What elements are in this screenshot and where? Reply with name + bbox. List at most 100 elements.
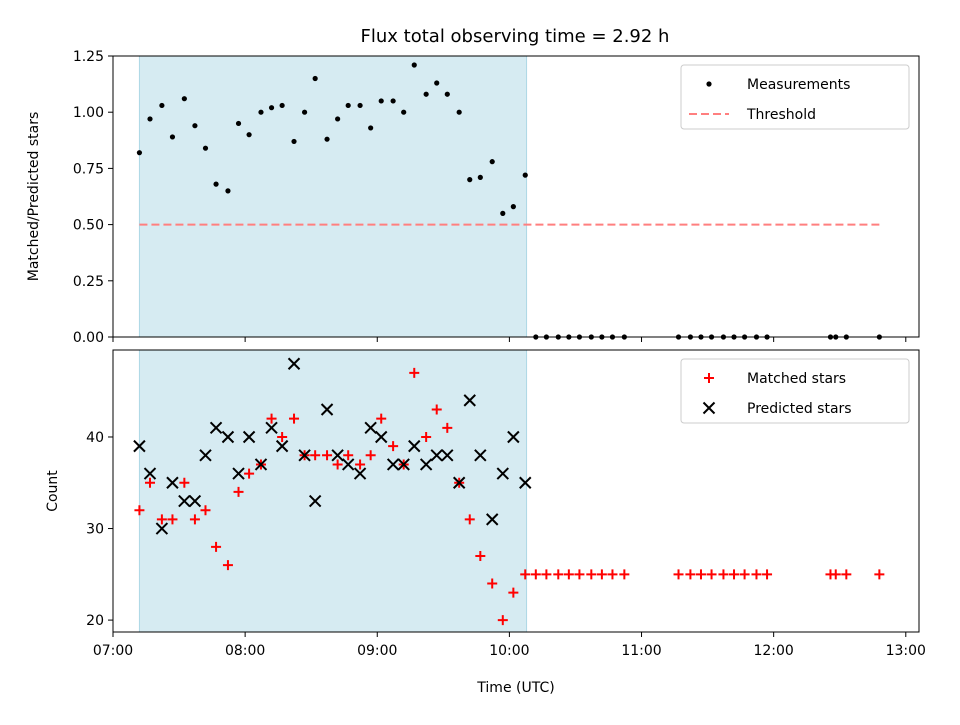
predicted-point	[463, 394, 476, 407]
predicted-point	[353, 467, 367, 480]
predicted-point	[298, 449, 311, 462]
matched-point	[388, 441, 399, 452]
measurement-point	[136, 150, 143, 156]
measurement-point	[213, 181, 219, 187]
bottom-ytick-label: 40	[86, 430, 104, 446]
xtick-label: 09:00	[357, 643, 397, 659]
matched-point	[673, 569, 684, 580]
matched-point	[211, 541, 222, 552]
predicted-point	[254, 458, 268, 471]
predicted-point	[496, 467, 509, 480]
predicted-point	[441, 449, 454, 462]
matched-point	[553, 569, 564, 580]
top-ytick-label: 0.50	[73, 218, 104, 234]
measurement-point	[345, 102, 351, 109]
predicted-point	[275, 439, 289, 453]
matched-point	[762, 569, 773, 580]
matched-point	[830, 569, 841, 580]
predicted-point	[265, 421, 278, 435]
top-legend: Measurements Threshold	[680, 64, 910, 130]
matched-point	[179, 477, 190, 488]
matched-point	[596, 569, 607, 580]
matched-point	[718, 569, 729, 580]
predicted-point	[133, 439, 146, 453]
legend-entry: Measurements	[747, 77, 850, 93]
measurement-point	[301, 109, 308, 115]
legend-marker-predicted	[702, 401, 716, 415]
measurement-point	[147, 116, 153, 122]
measurement-point	[268, 105, 275, 111]
predicted-point	[320, 403, 334, 416]
predicted-point	[209, 421, 223, 435]
measurement-point	[159, 102, 165, 109]
predicted-point	[419, 458, 433, 471]
predicted-point	[486, 513, 499, 526]
measurement-point	[390, 98, 396, 104]
matched-point	[322, 450, 333, 461]
measurement-point	[378, 98, 384, 104]
measurement-point	[456, 109, 462, 115]
measurement-point	[169, 134, 176, 140]
matched-point	[841, 569, 852, 580]
matched-point	[277, 431, 288, 442]
predicted-point	[188, 494, 202, 508]
legend-entry: Threshold	[746, 107, 816, 123]
measurement-point	[477, 174, 483, 180]
predicted-point	[375, 430, 388, 444]
matched-point	[365, 450, 376, 461]
matched-point	[289, 413, 300, 424]
matched-point	[266, 413, 277, 424]
matched-point	[144, 477, 155, 488]
top-ytick-label: 0.00	[73, 330, 104, 346]
legend-marker-measurements	[706, 81, 712, 87]
bottom-legend: Matched stars Predicted stars	[680, 358, 910, 424]
top-ytick-label: 0.25	[73, 274, 104, 290]
predicted-point	[199, 449, 212, 462]
matched-point	[475, 551, 486, 562]
bottom-legend-box	[680, 358, 910, 424]
matched-point	[487, 578, 498, 589]
top-shaded-region	[138, 55, 528, 338]
measurement-point	[279, 102, 285, 109]
xtick-label: 11:00	[621, 643, 661, 659]
matched-point	[431, 404, 442, 415]
matched-point	[376, 413, 387, 424]
measurement-point	[423, 91, 429, 97]
measurement-point	[357, 102, 363, 109]
top-ytick-label: 1.25	[73, 49, 104, 65]
predicted-point	[166, 476, 179, 489]
matched-point	[134, 505, 145, 516]
matched-point	[442, 422, 453, 433]
predicted-point	[331, 449, 344, 462]
measurement-point	[324, 136, 330, 142]
top-ylabel: Matched/Predicted stars	[26, 112, 42, 282]
measurement-point	[225, 188, 231, 194]
matched-point	[409, 367, 420, 378]
matched-point	[497, 615, 508, 626]
top-ytick-label: 1.00	[73, 105, 104, 121]
matched-point	[464, 514, 475, 525]
legend-entry: Matched stars	[747, 371, 846, 387]
measurement-point	[291, 138, 297, 145]
matched-point	[574, 569, 585, 580]
predicted-point	[507, 430, 520, 444]
matched-point	[244, 468, 255, 479]
matched-point	[343, 450, 354, 461]
measurement-point	[522, 172, 528, 178]
matched-point	[695, 569, 706, 580]
predicted-point	[397, 458, 410, 471]
measurement-point	[444, 91, 450, 97]
matched-point	[619, 569, 630, 580]
matched-point	[751, 569, 762, 580]
measurement-point	[335, 116, 341, 122]
matched-point	[200, 505, 211, 516]
matched-point	[729, 569, 740, 580]
measurement-point	[411, 62, 417, 68]
predicted-point	[364, 421, 377, 435]
xtick-label: 12:00	[753, 643, 793, 659]
predicted-point	[143, 467, 157, 480]
predicted-point	[519, 476, 532, 489]
xtick-label: 13:00	[886, 643, 926, 659]
predicted-point	[155, 522, 169, 535]
bottom-panel: 20 30 40 07:00 08:00 09:00 10:00 11:00 12:00 13:0…	[45, 349, 926, 696]
